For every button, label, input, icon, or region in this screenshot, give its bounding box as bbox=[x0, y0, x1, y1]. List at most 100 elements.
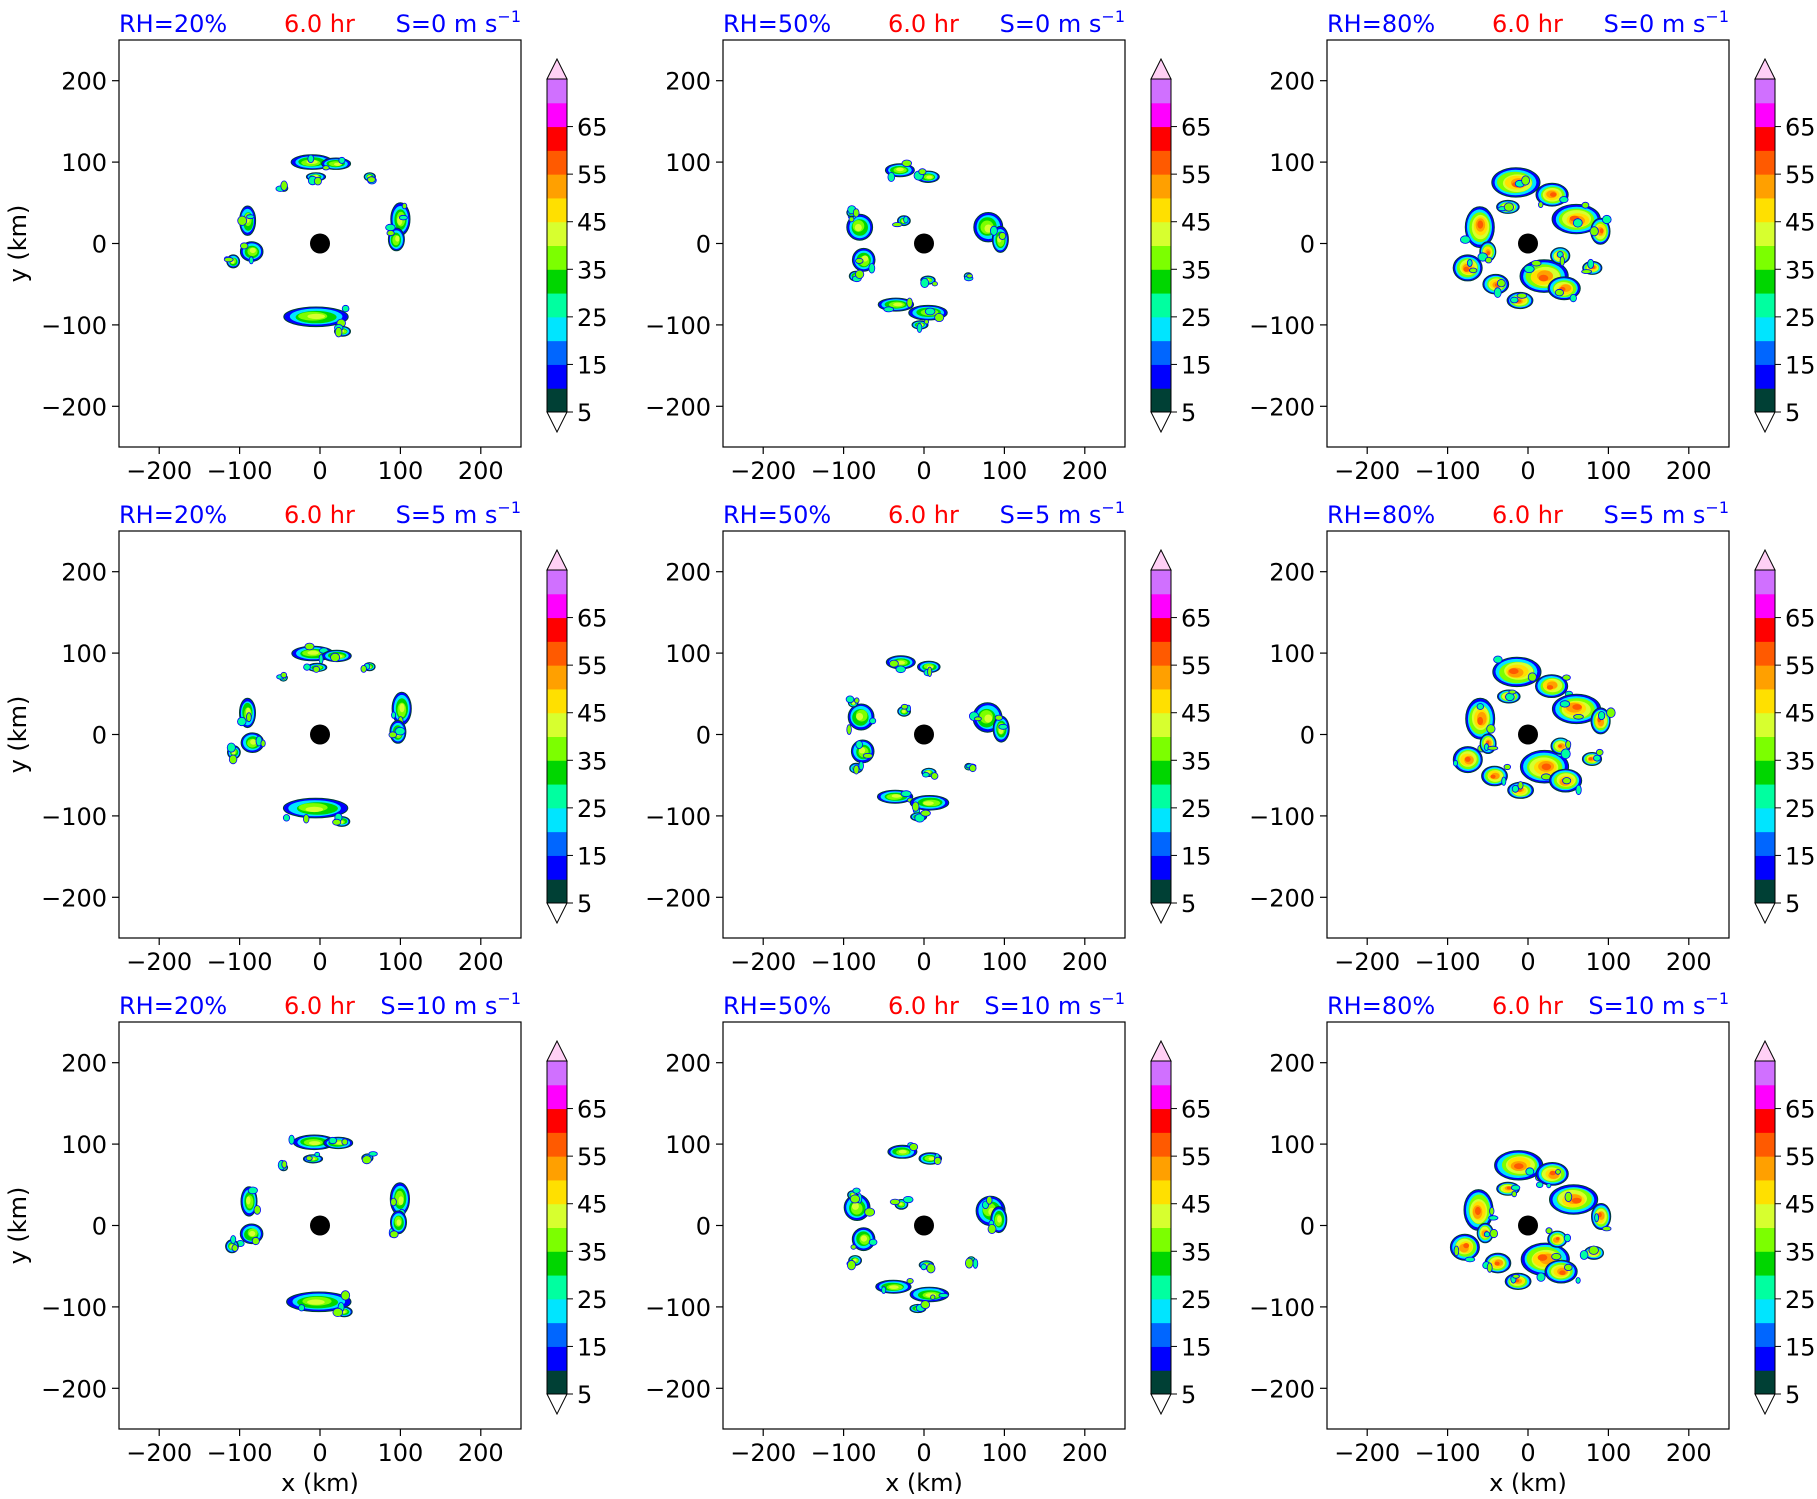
rh-label: RH=80% bbox=[1327, 992, 1435, 1020]
colorbar-extend-min bbox=[1150, 902, 1172, 925]
colorbar-segment bbox=[1151, 784, 1171, 809]
colorbar-tick-label: 15 bbox=[1181, 351, 1212, 379]
contour-blob bbox=[854, 269, 865, 279]
contour-blob bbox=[923, 319, 930, 325]
contour-blob bbox=[1527, 672, 1537, 682]
contour-blob bbox=[898, 1149, 907, 1154]
contour-blob bbox=[972, 1258, 979, 1269]
x-tick-label: −100 bbox=[207, 948, 273, 976]
colorbar-segment bbox=[1755, 570, 1775, 595]
contour-blob bbox=[1546, 1183, 1552, 1189]
contour-blob bbox=[386, 230, 395, 237]
contour-blob bbox=[307, 154, 315, 163]
contour-blob bbox=[251, 1236, 260, 1246]
y-tick-label: 100 bbox=[665, 1131, 711, 1159]
time-label: 6.0 hr bbox=[1492, 10, 1563, 38]
colorbar-segment bbox=[1755, 1203, 1775, 1228]
y-tick-label: 0 bbox=[696, 722, 711, 750]
contour-blob bbox=[1598, 711, 1606, 721]
colorbar-segment bbox=[1151, 593, 1171, 619]
colorbar-segment bbox=[547, 665, 567, 690]
colorbar-segment bbox=[1151, 1203, 1171, 1228]
contour-blob bbox=[1493, 287, 1502, 298]
panel-3-2: −200 −100 0 100 200 −200 −100 0 100 200 RH=50% 6.0 … bbox=[645, 989, 1211, 1497]
colorbar-tick-label: 15 bbox=[1181, 1333, 1212, 1361]
colorbar-segment bbox=[1151, 1061, 1171, 1086]
contour-blob bbox=[1588, 1245, 1599, 1255]
colorbar-segment bbox=[1151, 1251, 1171, 1276]
colorbar-segment bbox=[1755, 1251, 1775, 1276]
colorbar-segment bbox=[547, 1156, 567, 1181]
colorbar-tick-label: 35 bbox=[1181, 256, 1212, 284]
y-tick-label: 100 bbox=[1269, 1131, 1315, 1159]
y-tick-label: 100 bbox=[61, 1131, 107, 1159]
colorbar-segment bbox=[1151, 641, 1171, 666]
contour-blob bbox=[330, 652, 341, 663]
colorbar-segment bbox=[547, 1322, 567, 1347]
colorbar-tick-label: 55 bbox=[1785, 1143, 1816, 1171]
colorbar-frame bbox=[1754, 1060, 1776, 1395]
colorbar-tick-label: 65 bbox=[577, 1096, 608, 1124]
y-tick-label: 200 bbox=[61, 68, 107, 96]
colorbar-extend-min bbox=[1150, 1393, 1172, 1416]
colorbar-tick-label: 25 bbox=[1181, 304, 1212, 332]
panel-2-3: −200 −100 0 100 200 −200 −100 0 100 200 RH=80% 6.0 … bbox=[1249, 498, 1815, 976]
contour-blob bbox=[889, 1198, 901, 1206]
contour-blob bbox=[338, 156, 346, 164]
contour-blob bbox=[1588, 757, 1593, 761]
colorbar-tick-label: 45 bbox=[1785, 1191, 1816, 1219]
contour-blob bbox=[246, 712, 252, 723]
contour-blob bbox=[1545, 1227, 1553, 1235]
contour-blob bbox=[930, 1294, 936, 1300]
contour-blob bbox=[328, 1136, 338, 1145]
shear-label: S=5 m s−1 bbox=[1604, 498, 1729, 529]
y-tick-label: 0 bbox=[1300, 722, 1315, 750]
colorbar-tick-label: 55 bbox=[577, 652, 608, 680]
contour-blob bbox=[889, 1285, 899, 1289]
colorbar-segment bbox=[1151, 102, 1171, 128]
colorbar-segment bbox=[1755, 388, 1775, 413]
y-tick-label: 0 bbox=[92, 1213, 107, 1241]
contour-blob bbox=[250, 739, 257, 745]
colorbar-tick-label: 45 bbox=[577, 700, 608, 728]
colorbar-segment bbox=[1151, 1108, 1171, 1133]
colorbar-segment bbox=[1151, 1298, 1171, 1324]
contour-blob bbox=[1559, 255, 1565, 267]
contour-blob bbox=[1489, 1228, 1498, 1239]
contour-blob bbox=[1538, 274, 1549, 282]
contour-blob bbox=[385, 223, 396, 232]
colorbar-tick-label: 25 bbox=[1785, 795, 1816, 823]
contour-blob bbox=[322, 165, 330, 171]
y-tick-label: −100 bbox=[645, 1294, 711, 1322]
panel-3-3: −200 −100 0 100 200 −200 −100 0 100 200 RH=80% 6.0 … bbox=[1249, 989, 1815, 1497]
shear-unit-exponent: −1 bbox=[1101, 498, 1125, 517]
colorbar-segment bbox=[547, 245, 567, 270]
panel-2-2: −200 −100 0 100 200 −200 −100 0 100 200 RH=50% 6.0 … bbox=[645, 498, 1211, 976]
colorbar-tick-label: 35 bbox=[1785, 256, 1816, 284]
contour-blob bbox=[856, 713, 864, 721]
contour-blob bbox=[341, 304, 350, 313]
y-tick-label: −200 bbox=[1249, 884, 1315, 912]
colorbar: 5 15 25 35 45 55 65 bbox=[1754, 548, 1816, 925]
colorbar-segment bbox=[547, 688, 567, 714]
time-label: 6.0 hr bbox=[284, 501, 355, 529]
colorbar-segment bbox=[1151, 221, 1171, 246]
colorbar-tick-label: 25 bbox=[577, 304, 608, 332]
colorbar-tick-label: 35 bbox=[1181, 1238, 1212, 1266]
colorbar-tick-label: 65 bbox=[577, 114, 608, 142]
contour-blob bbox=[394, 727, 406, 736]
colorbar-segment bbox=[1755, 760, 1775, 785]
y-tick-label: 100 bbox=[1269, 640, 1315, 668]
colorbar-extend-min bbox=[1754, 411, 1776, 434]
contour-blob bbox=[1560, 748, 1571, 760]
contour-blob bbox=[897, 660, 905, 665]
time-label: 6.0 hr bbox=[888, 10, 959, 38]
y-tick-label: 200 bbox=[1269, 68, 1315, 96]
contour-blob bbox=[1601, 1226, 1612, 1232]
x-tick-label: 200 bbox=[1062, 948, 1108, 976]
contour-blob bbox=[862, 255, 869, 262]
y-tick-label: 200 bbox=[61, 559, 107, 587]
colorbar-segment bbox=[1151, 245, 1171, 270]
contour-blob bbox=[228, 754, 238, 765]
colorbar-segment bbox=[1755, 1298, 1775, 1324]
